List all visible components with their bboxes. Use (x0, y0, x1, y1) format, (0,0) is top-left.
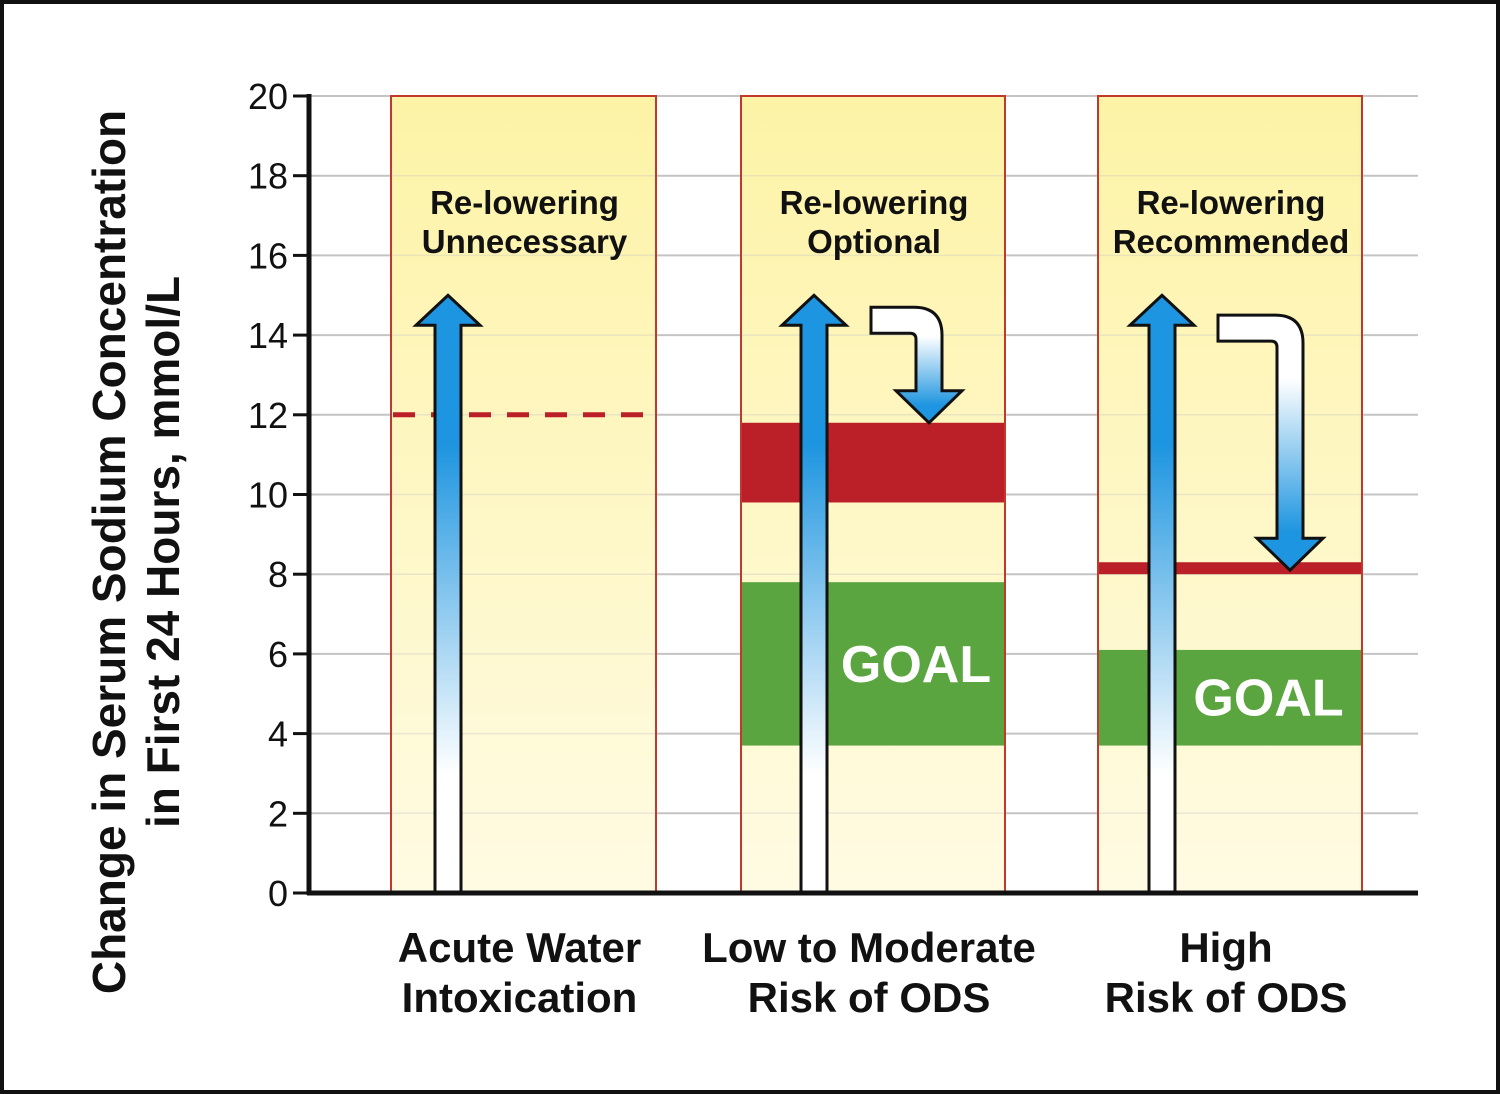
panel-caption-line-1: Re-lowering (1137, 184, 1326, 221)
goal-label: GOAL (841, 636, 991, 694)
goal-label: GOAL (1193, 670, 1343, 728)
panel-caption-line-1: Re-lowering (430, 184, 619, 221)
y-tick-label-10: 10 (248, 475, 288, 516)
re-lowering-arrow (1216, 313, 1327, 573)
panel-caption-line-1: Re-lowering (780, 184, 969, 221)
panel-caption-line-2: Unnecessary (422, 223, 628, 260)
y-tick-label-0: 0 (268, 873, 288, 914)
panel-caption-line-2: Recommended (1113, 223, 1350, 260)
y-tick-label-18: 18 (248, 156, 288, 197)
panel-caption-line-2: Optional (807, 223, 941, 260)
limit-band (1099, 562, 1361, 575)
category-label-line-2: Intoxication (402, 974, 638, 1021)
increase-arrow (778, 293, 850, 896)
y-tick-label-12: 12 (248, 395, 288, 436)
category-label-line-1: Low to Moderate (702, 924, 1036, 971)
re-lowering-arrow (869, 305, 966, 425)
y-tick-label-6: 6 (268, 634, 288, 675)
panel-background (1097, 95, 1363, 894)
limit-band (742, 422, 1004, 503)
category-label-line-1: High (1179, 924, 1272, 971)
increase-arrow (412, 293, 484, 896)
y-tick-label-16: 16 (248, 235, 288, 276)
category-label-line-2: Risk of ODS (1105, 974, 1348, 1021)
increase-arrow (1126, 293, 1198, 896)
y-tick-label-14: 14 (248, 315, 288, 356)
y-tick-label-20: 20 (248, 76, 288, 117)
category-label-line-2: Risk of ODS (748, 974, 991, 1021)
y-tick-label-8: 8 (268, 554, 288, 595)
y-axis-label-line-1: Change in Serum Sodium Concentration (83, 110, 135, 994)
y-tick-label-2: 2 (268, 793, 288, 834)
y-tick-label-4: 4 (268, 714, 288, 755)
goal-band (1099, 649, 1361, 746)
y-axis-label-line-2: in First 24 Hours, mmol/L (137, 276, 189, 828)
axes (306, 94, 1418, 896)
category-label-line-1: Acute Water (398, 924, 642, 971)
goal-band (742, 582, 1004, 746)
